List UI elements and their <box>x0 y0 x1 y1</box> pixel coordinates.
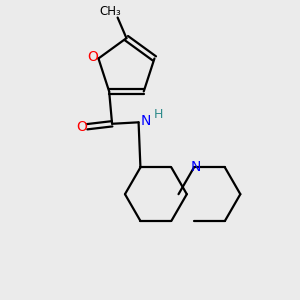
Text: O: O <box>88 50 99 64</box>
Text: N: N <box>141 114 151 128</box>
Text: N: N <box>190 160 201 174</box>
Text: CH₃: CH₃ <box>99 4 121 18</box>
Text: H: H <box>154 108 163 121</box>
Text: O: O <box>76 120 87 134</box>
